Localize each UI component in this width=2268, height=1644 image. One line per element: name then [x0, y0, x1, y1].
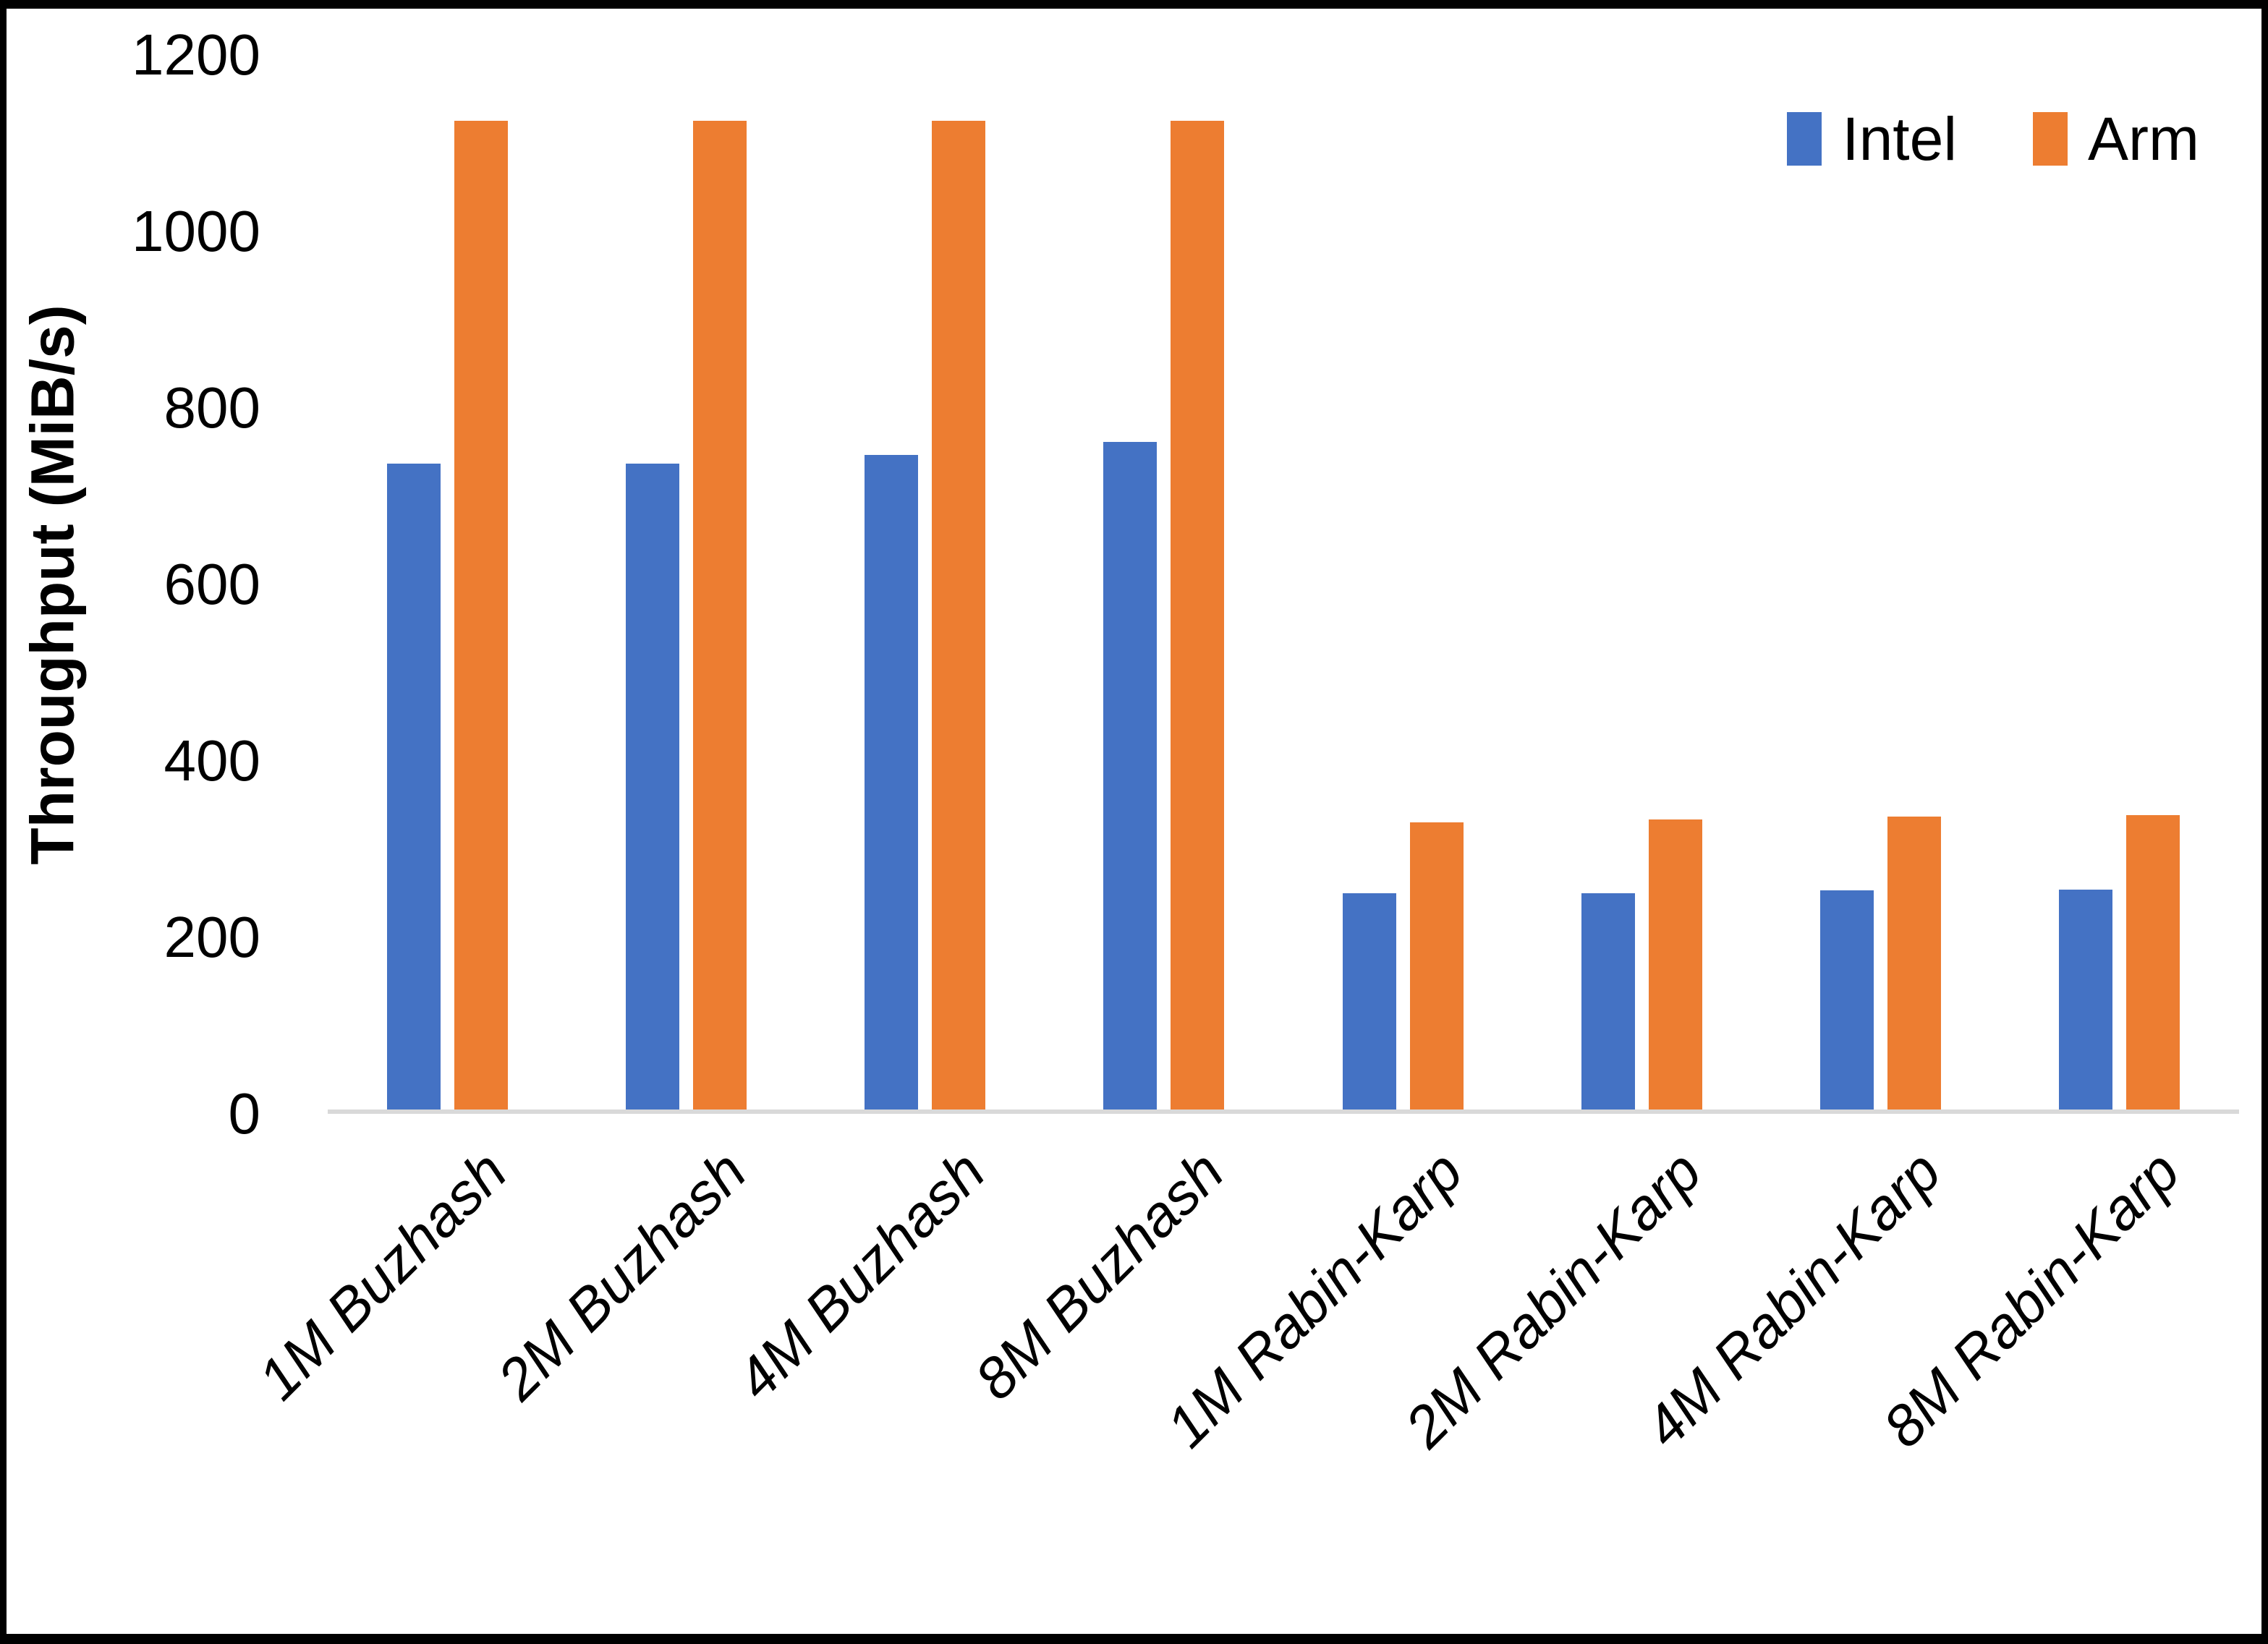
- legend-item-arm: Arm: [2033, 108, 2199, 169]
- bar-group: [1283, 55, 1522, 1110]
- intel-bar: [1342, 893, 1396, 1110]
- intel-series-swatch: [1787, 112, 1822, 166]
- bar-group: [1762, 55, 2000, 1110]
- x-axis-label: 1M Buzhash: [246, 1138, 519, 1412]
- intel-series-label: Intel: [1842, 105, 1958, 173]
- arm-series-swatch: [2033, 112, 2068, 166]
- bar-group: [806, 55, 1045, 1110]
- y-tick-label: 0: [228, 1081, 261, 1146]
- bar-group: [1045, 55, 1283, 1110]
- intel-bar: [386, 463, 441, 1110]
- y-tick-label: 1200: [132, 22, 260, 87]
- intel-bar: [865, 454, 919, 1110]
- y-tick-label: 400: [163, 728, 260, 793]
- bar-group: [1522, 55, 1761, 1110]
- x-axis-label: 8M Buzhash: [962, 1138, 1236, 1412]
- bar-group: [2000, 55, 2239, 1110]
- arm-bar: [2126, 814, 2180, 1110]
- intel-bar: [1103, 441, 1158, 1110]
- arm-bar: [1409, 822, 1464, 1110]
- intel-bar: [2059, 890, 2113, 1110]
- intel-bar: [1581, 893, 1635, 1110]
- arm-bar: [1171, 121, 1225, 1110]
- arm-bar: [454, 121, 508, 1110]
- y-tick-label: 600: [163, 552, 260, 616]
- arm-bar: [932, 121, 986, 1110]
- bar-group: [328, 55, 566, 1110]
- arm-bar: [692, 121, 747, 1110]
- intel-bar: [625, 463, 679, 1110]
- legend-item-intel: Intel: [1787, 108, 1957, 169]
- y-tick-label: 800: [163, 375, 260, 440]
- y-tick-label: 1000: [132, 199, 260, 263]
- intel-bar: [1820, 890, 1874, 1110]
- x-axis-label: 2M Buzhash: [485, 1138, 758, 1412]
- y-tick-label: 200: [163, 905, 260, 969]
- x-axis-label: 4M Buzhash: [723, 1138, 998, 1412]
- arm-bar: [1887, 817, 1942, 1110]
- plot-area: [328, 55, 2239, 1114]
- bar-group: [566, 55, 805, 1110]
- arm-bar: [1648, 819, 1702, 1110]
- arm-series-label: Arm: [2088, 105, 2199, 173]
- legend: Intel Arm: [1787, 108, 2199, 169]
